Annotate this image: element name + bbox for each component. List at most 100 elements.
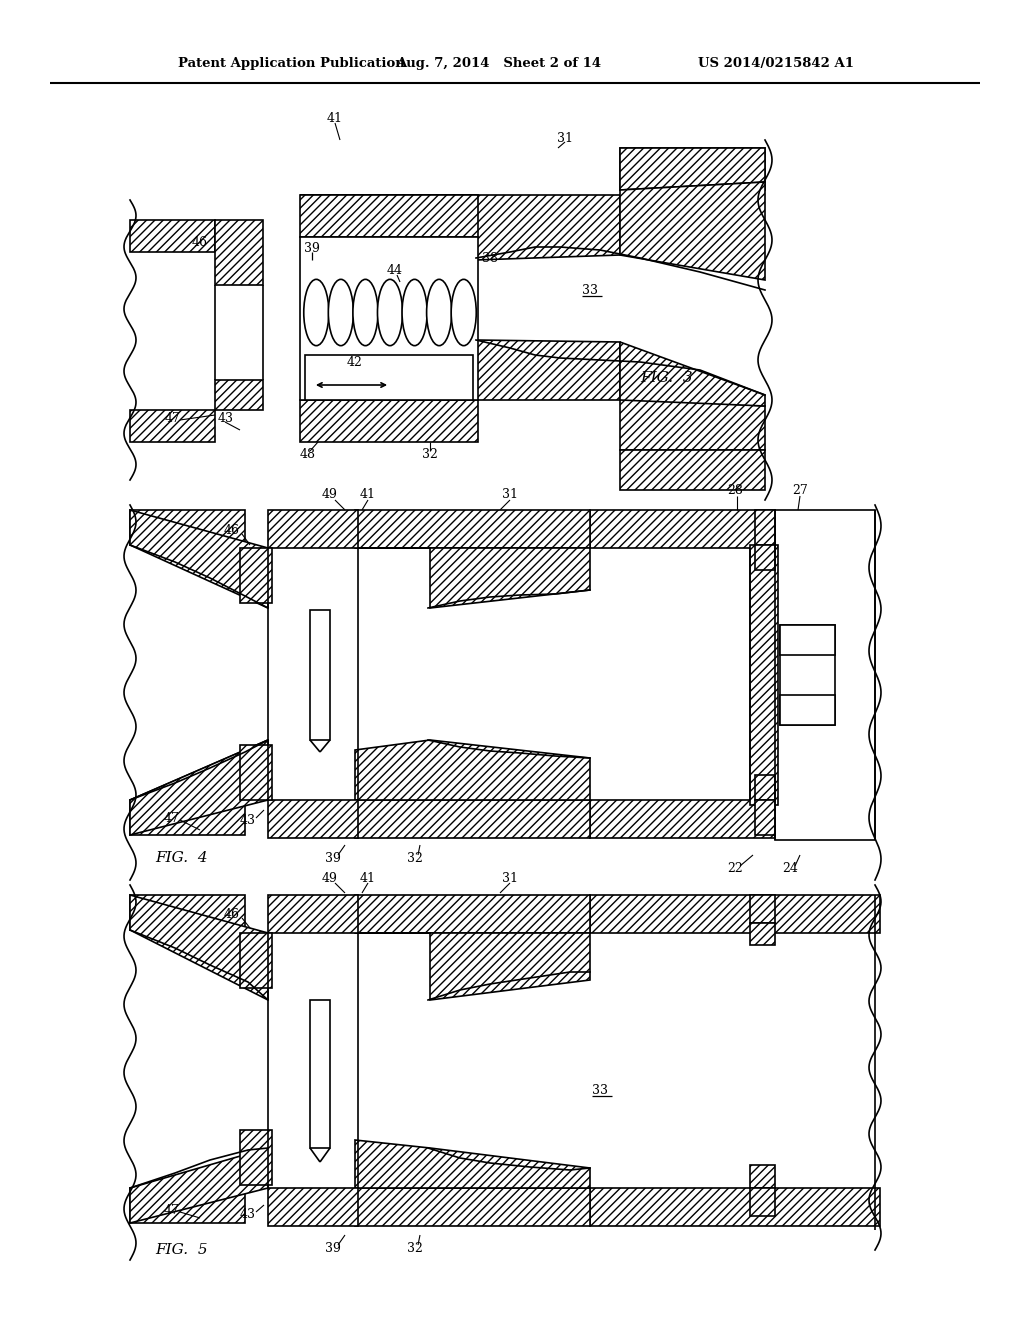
Polygon shape bbox=[130, 741, 268, 800]
Bar bbox=[130, 411, 215, 442]
Polygon shape bbox=[130, 510, 268, 609]
Bar bbox=[750, 1166, 775, 1188]
Bar bbox=[215, 380, 263, 411]
Bar bbox=[780, 624, 835, 655]
Ellipse shape bbox=[427, 280, 452, 346]
Bar bbox=[310, 610, 330, 741]
Bar bbox=[590, 510, 775, 548]
Polygon shape bbox=[620, 182, 765, 280]
Bar bbox=[268, 800, 358, 838]
Text: 41: 41 bbox=[327, 111, 343, 124]
Text: 33: 33 bbox=[592, 1084, 608, 1097]
Polygon shape bbox=[355, 741, 590, 800]
Text: US 2014/0215842 A1: US 2014/0215842 A1 bbox=[698, 57, 854, 70]
Polygon shape bbox=[130, 895, 268, 1001]
Text: 33: 33 bbox=[582, 284, 598, 297]
Ellipse shape bbox=[402, 280, 427, 346]
Bar bbox=[620, 450, 765, 490]
Bar bbox=[620, 148, 765, 190]
Bar bbox=[268, 1188, 358, 1226]
Bar bbox=[750, 1188, 775, 1216]
Bar bbox=[780, 624, 835, 725]
Bar bbox=[750, 545, 778, 805]
Text: 32: 32 bbox=[408, 1242, 423, 1254]
Bar bbox=[240, 1130, 272, 1185]
Text: 47: 47 bbox=[164, 1204, 180, 1217]
Ellipse shape bbox=[452, 280, 476, 346]
Text: 31: 31 bbox=[557, 132, 573, 144]
Bar bbox=[130, 800, 245, 836]
Text: 43: 43 bbox=[218, 412, 234, 425]
Text: 31: 31 bbox=[502, 871, 518, 884]
Bar bbox=[780, 696, 835, 725]
Text: 46: 46 bbox=[224, 908, 240, 921]
Text: 44: 44 bbox=[387, 264, 403, 276]
Bar bbox=[130, 510, 245, 545]
Polygon shape bbox=[355, 933, 590, 1001]
Bar bbox=[240, 933, 272, 987]
Bar bbox=[755, 510, 775, 545]
Polygon shape bbox=[355, 510, 590, 548]
Text: 39: 39 bbox=[325, 1242, 341, 1254]
Bar bbox=[130, 1188, 245, 1224]
Polygon shape bbox=[355, 1140, 590, 1188]
Text: 46: 46 bbox=[193, 235, 208, 248]
Polygon shape bbox=[300, 341, 620, 400]
Polygon shape bbox=[355, 895, 590, 933]
Text: 32: 32 bbox=[408, 851, 423, 865]
Polygon shape bbox=[355, 548, 590, 609]
Bar bbox=[590, 895, 880, 933]
Ellipse shape bbox=[304, 280, 329, 346]
Text: 39: 39 bbox=[304, 242, 319, 255]
Bar bbox=[590, 800, 775, 838]
Text: 42: 42 bbox=[347, 355, 362, 368]
Bar bbox=[300, 400, 478, 442]
Bar bbox=[300, 238, 478, 400]
Bar bbox=[755, 545, 775, 570]
Text: 38: 38 bbox=[482, 252, 498, 264]
Text: 43: 43 bbox=[240, 1209, 256, 1221]
Polygon shape bbox=[130, 741, 268, 836]
Text: 47: 47 bbox=[165, 412, 181, 425]
Text: 41: 41 bbox=[360, 488, 376, 502]
Bar bbox=[215, 220, 263, 285]
Ellipse shape bbox=[378, 280, 402, 346]
Text: FIG.  5: FIG. 5 bbox=[155, 1243, 208, 1257]
Polygon shape bbox=[130, 1148, 268, 1224]
Polygon shape bbox=[620, 399, 765, 450]
Text: 49: 49 bbox=[323, 871, 338, 884]
Text: Patent Application Publication: Patent Application Publication bbox=[178, 57, 404, 70]
Text: FIG.  4: FIG. 4 bbox=[155, 851, 208, 865]
Polygon shape bbox=[355, 800, 590, 838]
Bar bbox=[590, 1188, 880, 1226]
Text: 31: 31 bbox=[502, 488, 518, 502]
Bar bbox=[268, 895, 358, 933]
Polygon shape bbox=[300, 195, 620, 260]
Bar bbox=[755, 775, 775, 800]
Bar bbox=[305, 355, 473, 400]
Text: 49: 49 bbox=[323, 488, 338, 502]
Bar bbox=[755, 800, 775, 836]
Text: 28: 28 bbox=[727, 483, 743, 496]
Text: 41: 41 bbox=[360, 871, 376, 884]
Bar bbox=[240, 744, 272, 800]
Ellipse shape bbox=[353, 280, 378, 346]
Text: 46: 46 bbox=[224, 524, 240, 536]
Text: 47: 47 bbox=[164, 812, 180, 825]
Bar bbox=[310, 1001, 330, 1148]
Text: 39: 39 bbox=[325, 851, 341, 865]
Polygon shape bbox=[355, 1188, 590, 1226]
Text: 32: 32 bbox=[422, 449, 438, 462]
Bar bbox=[750, 895, 775, 923]
Text: 48: 48 bbox=[300, 449, 316, 462]
Bar bbox=[775, 510, 874, 840]
Bar bbox=[268, 510, 358, 548]
Text: 24: 24 bbox=[782, 862, 798, 874]
Polygon shape bbox=[620, 342, 765, 407]
Text: Aug. 7, 2014   Sheet 2 of 14: Aug. 7, 2014 Sheet 2 of 14 bbox=[396, 57, 601, 70]
Bar bbox=[130, 220, 215, 252]
Bar bbox=[240, 548, 272, 603]
Ellipse shape bbox=[329, 280, 353, 346]
Polygon shape bbox=[620, 148, 765, 190]
Bar bbox=[300, 195, 478, 238]
